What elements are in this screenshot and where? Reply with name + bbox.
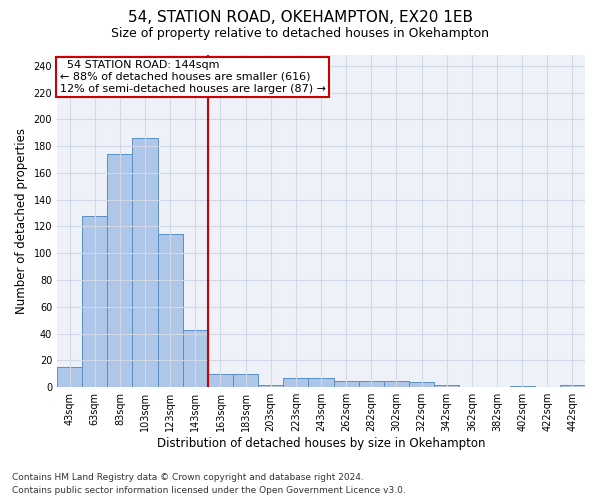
Bar [107, 154, 133, 387]
Y-axis label: Number of detached properties: Number of detached properties [15, 128, 28, 314]
Bar [434, 384, 459, 387]
Bar [560, 384, 585, 387]
Text: Contains public sector information licensed under the Open Government Licence v3: Contains public sector information licen… [12, 486, 406, 495]
Bar [208, 374, 233, 387]
Bar [133, 138, 158, 387]
Bar [233, 374, 258, 387]
Bar [509, 386, 535, 387]
Bar [258, 384, 283, 387]
Text: Contains HM Land Registry data © Crown copyright and database right 2024.: Contains HM Land Registry data © Crown c… [12, 474, 364, 482]
Bar [308, 378, 334, 387]
Text: Size of property relative to detached houses in Okehampton: Size of property relative to detached ho… [111, 28, 489, 40]
X-axis label: Distribution of detached houses by size in Okehampton: Distribution of detached houses by size … [157, 437, 485, 450]
Bar [82, 216, 107, 387]
Text: 54, STATION ROAD, OKEHAMPTON, EX20 1EB: 54, STATION ROAD, OKEHAMPTON, EX20 1EB [128, 10, 473, 25]
Text: 54 STATION ROAD: 144sqm  
← 88% of detached houses are smaller (616)
12% of semi: 54 STATION ROAD: 144sqm ← 88% of detache… [59, 60, 326, 94]
Bar [359, 380, 384, 387]
Bar [183, 330, 208, 387]
Bar [158, 234, 183, 387]
Bar [57, 367, 82, 387]
Bar [409, 382, 434, 387]
Bar [384, 380, 409, 387]
Bar [283, 378, 308, 387]
Bar [334, 380, 359, 387]
